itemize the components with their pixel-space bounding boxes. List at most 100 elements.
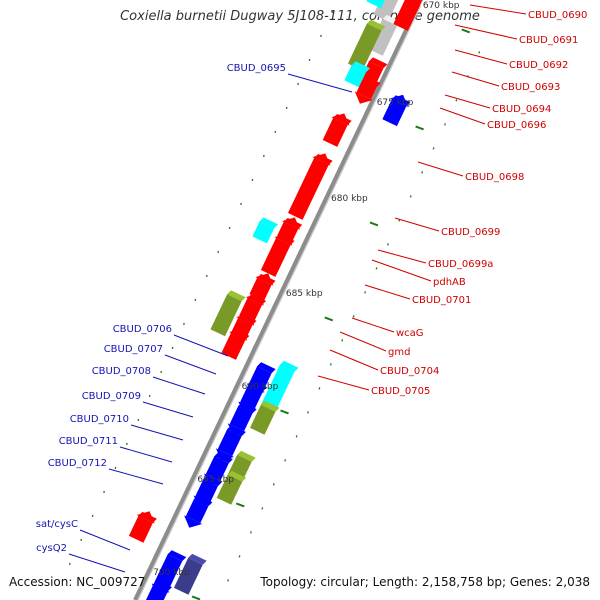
leader-line-left [173, 334, 229, 357]
leader-line-left [130, 424, 184, 441]
kbp-tick [369, 221, 379, 227]
gene-label-right: pdhAB [433, 277, 466, 288]
accession-label: Accession: NC_009727 [9, 575, 146, 589]
gene-right-5 [344, 65, 367, 88]
leader-line-left [287, 73, 353, 93]
gene-left-0 [382, 99, 407, 127]
gene-right-13-arrowhead [255, 273, 274, 286]
gene-label-right: CBUD_0699a [428, 259, 493, 270]
gene-right-16-arrowhead [236, 313, 255, 326]
gene-right-8 [322, 117, 348, 147]
leader-line-left [152, 376, 206, 395]
leader-line-right [394, 217, 440, 232]
gene-label-left: sat/cysC [36, 519, 78, 530]
gene-left-1 [261, 364, 295, 412]
leader-line-right [444, 94, 491, 109]
leader-line-right [351, 317, 395, 333]
gene-left-8 [205, 456, 229, 482]
gene-right-9 [288, 157, 329, 220]
gene-left-6-top [227, 425, 246, 437]
gene-left-6 [217, 429, 242, 457]
gene-left-8-top [214, 452, 233, 464]
leader-line-right [454, 49, 508, 65]
kbp-label: 670 kbp [423, 1, 460, 11]
kbp-label: 700 kbp [153, 568, 190, 578]
gene-label-right: CBUD_0690 [528, 10, 587, 21]
gene-left-4 [250, 404, 276, 435]
leader-line-left [108, 468, 164, 485]
gene-left-3 [240, 384, 264, 410]
kbp-tick [324, 316, 334, 322]
gene-label-right: CBUD_0694 [492, 104, 551, 115]
gene-label-right: wcaG [396, 328, 424, 339]
gene-label-right: CBUD_0699 [441, 227, 500, 238]
gene-right-3 [348, 23, 382, 71]
leader-line-left [142, 401, 194, 418]
gene-left-7-top [237, 450, 256, 462]
leader-line-right [329, 349, 379, 371]
gene-right-18-arrowhead [136, 511, 155, 524]
kbp-label: 680 kbp [331, 194, 368, 204]
gene-right-3-top [367, 19, 386, 31]
kbp-label: 685 kbp [286, 289, 323, 299]
gene-left-4-top [261, 400, 280, 412]
gene-label-left: CBUD_0710 [70, 414, 129, 425]
gene-right-17 [221, 332, 246, 360]
gene-left-13-top [167, 550, 187, 562]
leader-line-right [317, 375, 370, 391]
topology-label: Topology: circular; Length: 2,158,758 bp… [260, 575, 590, 589]
leader-line-right [371, 259, 432, 282]
gene-label-left: CBUD_0695 [227, 63, 286, 74]
gene-left-11-top [193, 495, 213, 507]
gene-left-5-top [238, 402, 257, 414]
gene-label-left: CBUD_0711 [59, 436, 118, 447]
gene-right-15-top [227, 290, 246, 302]
leader-line-right [417, 161, 464, 177]
gene-label-left: CBUD_0707 [104, 344, 163, 355]
leader-line-right [364, 284, 411, 300]
gene-right-5-top [351, 61, 371, 73]
gene-label-left: CBUD_0712 [48, 458, 107, 469]
gene-right-1 [366, 0, 385, 9]
kbp-label: 695 kbp [197, 475, 234, 485]
gene-right-6-top [362, 76, 381, 88]
gene-right-4-top [369, 57, 388, 69]
gene-label-right: CBUD_0704 [380, 366, 439, 377]
kbp-tick [415, 125, 424, 131]
leader-line-left [79, 529, 131, 551]
gene-right-18 [128, 515, 153, 543]
leader-line-right [454, 24, 518, 40]
gene-left-5 [229, 406, 253, 432]
gene-label-left: cysQ2 [36, 543, 67, 554]
gene-right-9-arrowhead [312, 153, 331, 166]
gene-left-14-top [153, 580, 172, 592]
gene-right-14-arrowhead [245, 293, 264, 306]
gene-left-9-top [227, 470, 247, 482]
kbp-tick [461, 28, 471, 34]
gene-right-8-arrowhead [331, 113, 350, 126]
gene-left-11-arrowhead [184, 515, 203, 528]
gene-right-17-arrowhead [229, 328, 248, 341]
kbp-tick [280, 409, 289, 415]
leader-line-left [164, 354, 217, 375]
gene-right-15 [210, 294, 242, 337]
gene-label-right: CBUD_0701 [412, 295, 471, 306]
genome-backbone [133, 4, 420, 600]
gene-right-12 [260, 237, 291, 277]
gene-right-6 [356, 80, 377, 100]
gene-left-12-top [188, 553, 207, 565]
gene-left-10-top [203, 475, 222, 487]
gene-right-12-arrowhead [274, 233, 293, 246]
gene-label-right: CBUD_0692 [509, 60, 568, 71]
gene-left-1-top [280, 360, 299, 372]
gene-label-left: CBUD_0709 [82, 391, 141, 402]
gene-left-12 [173, 557, 203, 595]
gene-right-2 [368, 18, 398, 56]
leader-line-right [451, 71, 500, 87]
gene-right-7 [393, 0, 423, 31]
leader-line-left [119, 446, 173, 463]
kbp-tick [191, 595, 201, 600]
gene-label-right: CBUD_0693 [501, 82, 560, 93]
